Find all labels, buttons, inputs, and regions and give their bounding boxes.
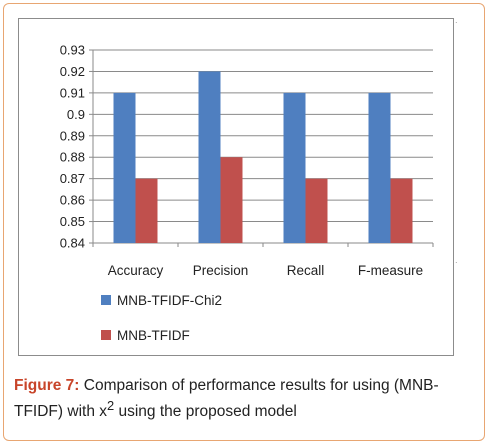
figure-frame bbox=[3, 3, 485, 441]
caption-text-2: using the proposed model bbox=[114, 403, 297, 421]
bar-tfidf bbox=[390, 178, 413, 243]
y-tick-label: 0.88 bbox=[60, 150, 85, 165]
legend-swatch bbox=[101, 295, 111, 305]
y-tick-label: 0.87 bbox=[60, 171, 85, 186]
y-tick-label: 0.92 bbox=[60, 64, 85, 79]
chart-area: 0.93 0.92 0.91 0.9 0.89 0.88 0.87 0.86 0.85 0.84 A… bbox=[18, 18, 454, 356]
corner-mark-bottom: . bbox=[455, 256, 458, 265]
corner-mark-top: . bbox=[455, 16, 458, 25]
bar-chi2 bbox=[113, 92, 136, 243]
caption-text-1: Comparison of performance results for us… bbox=[14, 377, 439, 421]
bar-tfidf bbox=[220, 157, 243, 243]
y-tick-label: 0.86 bbox=[60, 193, 85, 208]
y-tick-label: 0.93 bbox=[60, 43, 85, 58]
legend-label: MNB-TFIDF-Chi2 bbox=[117, 293, 222, 308]
x-category-label: Precision bbox=[193, 263, 249, 278]
x-category-label: Recall bbox=[287, 263, 325, 278]
y-tick-label: 0.91 bbox=[60, 85, 85, 100]
bar-chart: 0.93 0.92 0.91 0.9 0.89 0.88 0.87 0.86 0.85 0.84 A… bbox=[60, 43, 434, 343]
caption-label: Figure 7: bbox=[14, 377, 80, 394]
caption-superscript: 2 bbox=[107, 398, 115, 413]
bar-chi2 bbox=[368, 92, 391, 243]
figure-caption: Figure 7: Comparison of performance resu… bbox=[14, 376, 476, 422]
x-category-label: Accuracy bbox=[108, 263, 164, 278]
y-tick-label: 0.84 bbox=[60, 236, 85, 251]
y-tick-label: 0.89 bbox=[60, 128, 85, 143]
y-tick-label: 0.9 bbox=[67, 107, 85, 122]
bar-tfidf bbox=[305, 178, 328, 243]
bar-tfidf bbox=[135, 178, 158, 243]
legend-label: MNB-TFIDF bbox=[117, 328, 190, 343]
bar-chi2 bbox=[198, 71, 221, 243]
legend-swatch bbox=[101, 330, 111, 340]
bar-chi2 bbox=[283, 92, 306, 243]
x-category-label: F-measure bbox=[358, 263, 423, 278]
y-tick-label: 0.85 bbox=[60, 214, 85, 229]
